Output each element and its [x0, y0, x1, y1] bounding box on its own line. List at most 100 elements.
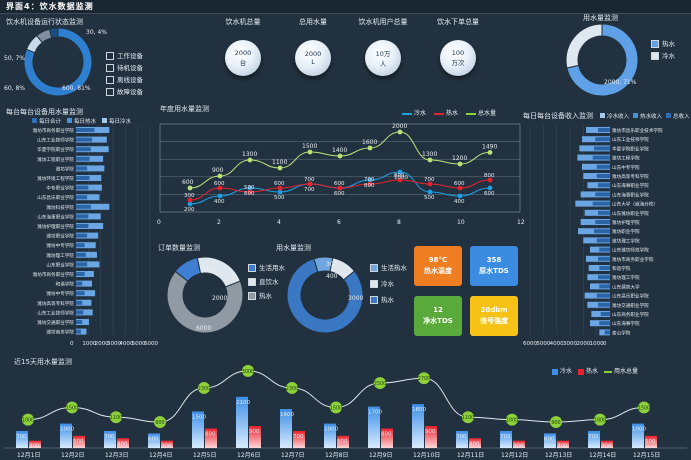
order-label: 6000: [196, 325, 211, 332]
annual-hot-line-point: [457, 185, 463, 191]
device-income-bar-hot: [598, 183, 610, 188]
device-income-school: 山东商务职业学院: [612, 311, 649, 318]
recent-total-point: [110, 411, 122, 424]
recent-chart: 70030012月1日100050012月2日70040012月3日600300…: [4, 364, 687, 459]
recent-date: 12月15日: [633, 452, 660, 459]
recent-hot-label: 500: [645, 439, 656, 445]
water-mid-donut: 300 400 3000: [286, 256, 364, 334]
device-daily-bar-hot: [76, 166, 88, 171]
recent-hot-bar: [73, 435, 85, 448]
recent-cold-bar: [60, 423, 72, 448]
annual-cold-line-point: [247, 185, 253, 191]
device-daily-bar-hot: [76, 233, 88, 238]
recent-total-label: 900: [551, 420, 560, 426]
annual-hot-label: 800: [484, 173, 495, 179]
recent-cold-bar: [500, 430, 512, 448]
recent-hot-label: 300: [557, 444, 568, 450]
recent-hot-label: 900: [249, 429, 260, 435]
legend-swatch: [106, 52, 114, 60]
recent-date: 12月7日: [281, 452, 304, 459]
device-income-bar-total: [584, 209, 610, 216]
recent-cold-label: 600: [544, 436, 555, 442]
water-mid-legend-item: 生活热水: [370, 262, 407, 272]
recent-total-point: [506, 413, 518, 426]
device-income-bar-hot: [599, 284, 610, 289]
device-income-title: 每日每台设备收入监测: [523, 112, 593, 120]
device-daily-bar-total: [76, 184, 102, 191]
recent-hot-label: 500: [73, 439, 84, 445]
legend-swatch: [651, 52, 659, 60]
device-daily-bar-hot: [76, 320, 83, 324]
annual-total-label: 1490: [482, 143, 497, 150]
device-daily-xtick: 2000: [95, 341, 109, 347]
recent-cold-label: 700: [104, 434, 115, 440]
annual-cold-line-point: [487, 185, 493, 191]
device-income-school: 潍坊高等专科学院: [612, 173, 649, 180]
status-slice-0: [23, 27, 93, 97]
annual-legend-item: 总水量: [466, 110, 496, 117]
device-income-bar-total: [575, 200, 610, 207]
annual-total-label: 1500: [302, 143, 317, 150]
device-income-school: 泰山学院: [612, 329, 631, 336]
device-income-school: 山东昌乐职业学院: [612, 293, 649, 300]
recent-hot-bar: [469, 438, 481, 448]
water-top-slice-0: [566, 23, 639, 97]
annual-total-line-point: [427, 157, 433, 163]
recent-total-point: [462, 411, 474, 424]
legend-swatch: [106, 64, 114, 72]
metric-tile-label: 净水TDS: [423, 317, 453, 325]
annual-xtick: 12: [517, 219, 525, 226]
status-legend-item: 离线设备: [106, 74, 143, 84]
device-income-bar-hot: [595, 192, 610, 197]
annual-hot-line-point: [367, 181, 373, 187]
device-daily-bar-hot: [76, 329, 81, 334]
status-legend-item: 待机设备: [106, 62, 143, 72]
device-daily-xtick: 5000: [132, 341, 146, 347]
device-daily-bar-total: [76, 251, 97, 258]
recent-cold-bar: [192, 411, 204, 448]
device-income-bar-hot: [598, 302, 610, 307]
recent-cold-bar: [280, 409, 292, 448]
annual-legend-item: 冷水: [402, 110, 426, 117]
annual-cold-line-point: [397, 169, 403, 175]
metric-tile-value: 98°C: [428, 256, 448, 264]
recent-total-point: [418, 372, 430, 385]
device-daily-bar-hot: [76, 262, 88, 267]
device-daily-school: 和谐学院: [56, 281, 75, 288]
recent-cold-bar: [588, 430, 600, 448]
recent-hot-label: 900: [425, 429, 436, 435]
device-daily-school: 潍坊中专学院: [46, 290, 74, 297]
legend-label: 直饮水: [259, 278, 279, 286]
metric-tile-label: 热水温度: [424, 267, 452, 275]
annual-hot-line-point: [307, 181, 313, 187]
device-daily-bar-hot: [76, 291, 85, 296]
device-daily-school: 华夏学院职业学院: [37, 146, 74, 153]
recent-date: 12月2日: [61, 452, 84, 459]
device-income-bar-hot: [596, 238, 610, 243]
legend-swatch: [248, 264, 256, 272]
device-income-legend: 冷水收入 热水收入 总收入: [600, 112, 691, 120]
device-daily-school: 潍坊中专学院: [46, 242, 74, 249]
device-income-xtick: 1000: [590, 341, 604, 347]
recent-hot-bar: [557, 440, 569, 448]
metric-tile: 358 原水TDS: [470, 246, 518, 286]
legend-label: 热水: [381, 296, 394, 304]
device-income-bar-hot: [594, 229, 610, 234]
recent-total-label: 2700: [418, 376, 430, 382]
device-daily-school: 潍坊交通职业学院: [37, 319, 74, 326]
recent-total-point: [66, 401, 78, 414]
recent-hot-bar: [645, 435, 657, 448]
device-income-bar-hot: [599, 321, 610, 326]
metric-tile: 12 净水TDS: [414, 296, 462, 336]
recent-hot-label: 500: [337, 439, 348, 445]
order-legend-item: 热水: [248, 290, 272, 300]
annual-hot-line-point: [247, 189, 253, 195]
legend-label: 热水: [662, 40, 675, 48]
device-daily-bar-hot: [76, 176, 90, 180]
recent-hot-label: 300: [161, 444, 172, 450]
device-income-xtick: 6000: [523, 341, 537, 347]
recent-hot-label: 400: [469, 441, 480, 447]
device-income-bar-total: [583, 173, 610, 179]
device-income-bar-hot: [596, 164, 610, 169]
device-daily-bar-total: [76, 165, 105, 172]
